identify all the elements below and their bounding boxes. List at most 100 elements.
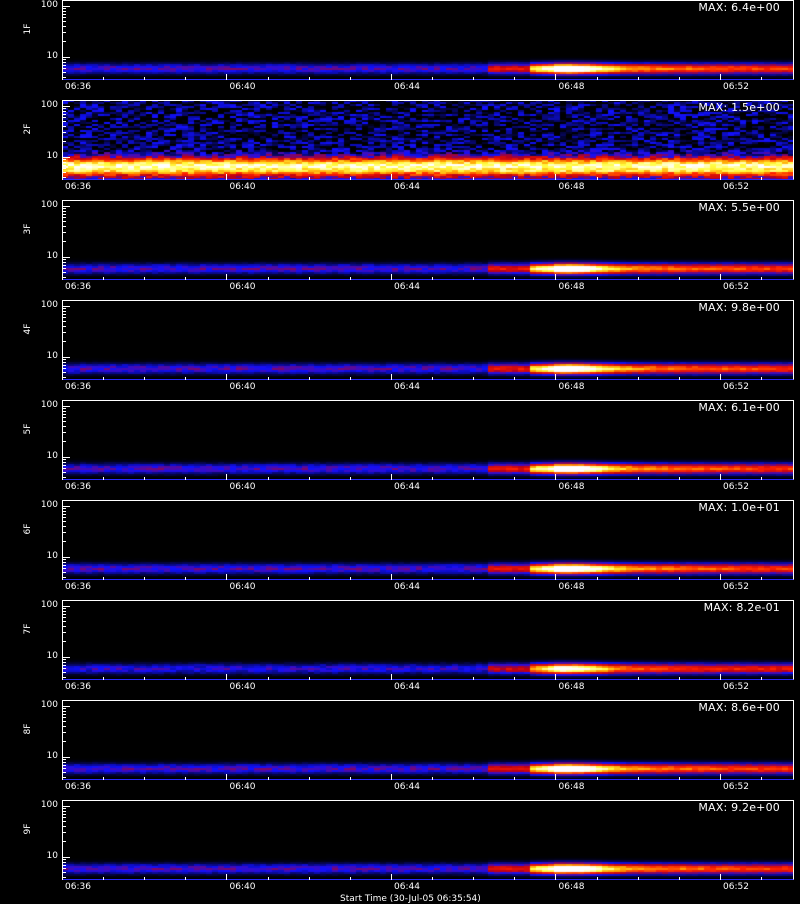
x-minor-tick [267, 77, 269, 80]
y-minor-tick [62, 308, 66, 310]
y-minor-tick [62, 464, 66, 466]
x-minor-tick [308, 577, 310, 580]
y-minor-tick [62, 217, 66, 219]
panel-label: 6F [23, 523, 33, 535]
y-minor-tick [62, 17, 66, 19]
y-minor-tick [62, 121, 66, 123]
x-tick-label: 06:36 [65, 682, 91, 692]
x-major-tick [226, 674, 228, 680]
y-minor-tick [62, 317, 66, 319]
y-major-tick [62, 756, 70, 758]
x-minor-tick [432, 577, 434, 580]
x-minor-tick [144, 377, 146, 380]
x-major-tick [719, 174, 721, 180]
x-tick-label: 06:36 [65, 782, 91, 792]
y-minor-tick [62, 326, 66, 328]
x-minor-tick [637, 577, 639, 580]
y-minor-tick [62, 513, 66, 515]
x-tick-label: 06:40 [229, 382, 256, 392]
x-minor-tick [349, 777, 351, 780]
spectrogram-image [62, 400, 794, 480]
x-major-tick [719, 574, 721, 580]
x-minor-tick [308, 677, 310, 680]
x-minor-tick [267, 677, 269, 680]
x-major-tick [555, 774, 557, 780]
y-tick-label: 100 [40, 199, 58, 210]
y-minor-tick [62, 472, 66, 474]
x-minor-tick [185, 177, 187, 180]
y-tick-label: 10 [46, 450, 58, 461]
x-major-tick [226, 874, 228, 880]
x-major-tick [390, 574, 392, 580]
x-minor-tick [514, 177, 516, 180]
y-minor-tick [62, 21, 66, 23]
y-minor-tick [62, 341, 66, 343]
x-tick-label: 06:44 [394, 282, 420, 292]
y-minor-tick [62, 564, 66, 566]
x-minor-tick [761, 377, 763, 380]
y-major-tick [62, 205, 70, 207]
x-major-tick [719, 474, 721, 480]
y-minor-tick [62, 210, 66, 212]
x-minor-tick [596, 377, 598, 380]
y-minor-tick [62, 364, 66, 366]
y-minor-tick [62, 821, 66, 823]
x-minor-tick [637, 677, 639, 680]
x-tick-label: 06:44 [394, 482, 420, 492]
x-minor-tick [637, 277, 639, 280]
x-minor-tick [637, 177, 639, 180]
x-tick-label: 06:40 [229, 482, 256, 492]
y-minor-tick [62, 132, 66, 134]
spectrogram-canvas [62, 300, 794, 380]
x-major-tick [390, 374, 392, 380]
spectrogram-canvas [62, 500, 794, 580]
x-tick-label: 06:52 [723, 282, 749, 292]
x-minor-tick [103, 677, 105, 680]
y-minor-tick [62, 864, 66, 866]
y-major-tick [62, 805, 70, 807]
x-major-tick [226, 374, 228, 380]
y-minor-tick [62, 764, 66, 766]
y-minor-tick [62, 841, 66, 843]
y-tick-label: 10 [46, 850, 58, 861]
y-minor-tick [62, 261, 66, 263]
x-minor-tick [596, 677, 598, 680]
x-minor-tick [308, 477, 310, 480]
x-minor-tick [144, 77, 146, 80]
y-major-tick [62, 156, 70, 158]
x-tick-label: 06:44 [394, 382, 420, 392]
y-minor-tick [62, 272, 66, 274]
y-minor-tick [62, 264, 66, 266]
x-minor-tick [103, 277, 105, 280]
x-minor-tick [596, 77, 598, 80]
x-minor-tick [144, 777, 146, 780]
x-tick-label: 06:36 [65, 882, 91, 892]
y-minor-tick [62, 672, 66, 674]
x-minor-tick [349, 677, 351, 680]
y-tick-label: 10 [46, 150, 58, 161]
y-major-tick [62, 256, 70, 258]
spectrogram-panel-8f: 10 100 06:36 06:40 06:44 06:48 06:52 8F MAX: 8.6… [0, 700, 800, 800]
x-major-tick [62, 774, 63, 780]
y-tick-label: 10 [46, 250, 58, 261]
x-minor-tick [267, 577, 269, 580]
x-minor-tick [596, 577, 598, 580]
x-minor-tick [267, 177, 269, 180]
y-minor-tick [62, 321, 66, 323]
spectrogram-image [62, 600, 794, 680]
y-minor-tick [62, 226, 66, 228]
y-minor-tick [62, 110, 66, 112]
y-minor-tick [62, 732, 66, 734]
x-major-tick [390, 74, 392, 80]
y-minor-tick [62, 713, 66, 715]
x-minor-tick [761, 77, 763, 80]
x-tick-label: 06:44 [394, 682, 420, 692]
x-tick-label: 06:44 [394, 82, 420, 92]
y-minor-tick [62, 117, 66, 119]
y-major-tick [62, 405, 70, 407]
y-minor-tick [62, 577, 66, 579]
x-major-tick [390, 274, 392, 280]
x-major-tick [226, 174, 228, 180]
y-minor-tick [62, 510, 66, 512]
x-minor-tick [473, 677, 475, 680]
